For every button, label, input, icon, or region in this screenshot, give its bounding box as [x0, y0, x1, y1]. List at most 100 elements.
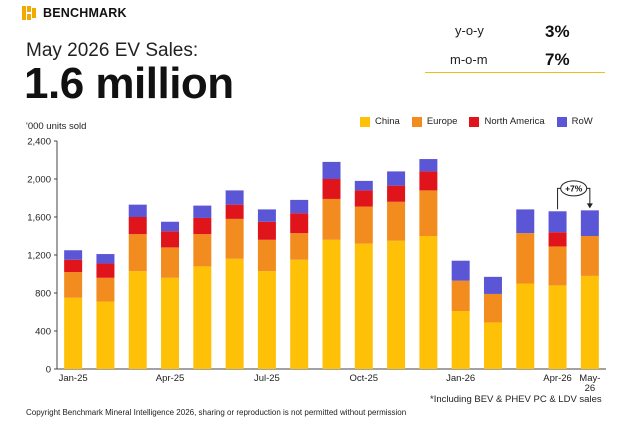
y-tick-label: 2,000: [27, 175, 51, 186]
growth-annotation-bubble: [560, 180, 588, 197]
bar-north-america-apr-25: [161, 231, 180, 248]
bar-row-apr-25: [161, 221, 180, 232]
bar-europe-may-25: [193, 234, 212, 267]
bar-europe-apr-25: [161, 247, 180, 278]
bar-row-sep-25: [322, 161, 341, 179]
x-tick-label: Jul-25: [254, 373, 280, 384]
headline: May 2026 EV Sales:: [26, 40, 199, 61]
bar-row-oct-25: [354, 180, 373, 191]
mom-value: 7%: [545, 50, 570, 69]
y-tick-label: 400: [35, 327, 51, 338]
stats-divider: [425, 72, 605, 73]
bar-north-america-jan-25: [64, 259, 83, 273]
mom-label: m-o-m: [450, 52, 488, 67]
bar-china-oct-25: [354, 243, 373, 369]
growth-annotation-label: +7%: [565, 183, 583, 193]
y-tick-label: 1,200: [27, 251, 51, 262]
bar-europe-sep-25: [322, 198, 341, 240]
legend-item-europe: Europe: [411, 116, 457, 127]
bar-china-aug-25: [290, 259, 309, 369]
brand-name: BENCHMARK: [43, 6, 127, 20]
bar-europe-mar-25: [128, 234, 147, 272]
x-tick-label: Oct-25: [350, 373, 379, 384]
bar-north-america-sep-25: [322, 179, 341, 199]
bar-china-feb-26: [483, 322, 502, 369]
bar-row-dec-25: [419, 159, 438, 172]
bar-china-jun-25: [225, 258, 244, 369]
copyright: Copyright Benchmark Mineral Intelligence…: [26, 408, 407, 417]
bar-china-may-26: [580, 275, 599, 369]
x-tick-label-line2: 26: [585, 383, 596, 394]
legend-item-row: RoW: [556, 116, 593, 127]
bar-europe-dec-25: [419, 190, 438, 236]
bar-china-mar-25: [128, 271, 147, 369]
legend-item-china: China: [360, 116, 400, 127]
legend-label-north-america: North America: [484, 116, 545, 127]
y-tick-label: 1,600: [27, 213, 51, 224]
legend-swatch-china: [360, 116, 370, 127]
bar-europe-jan-26: [451, 280, 470, 312]
bar-europe-feb-26: [483, 293, 502, 323]
bar-europe-jan-25: [64, 272, 83, 298]
brand-logo: BENCHMARK: [22, 6, 127, 20]
x-tick-label: Jan-25: [59, 373, 88, 384]
bar-row-aug-25: [290, 199, 309, 214]
bar-north-america-mar-25: [128, 217, 147, 235]
chart-legend: China Europe North America RoW: [360, 116, 605, 127]
bar-china-feb-25: [96, 301, 115, 369]
bar-china-may-25: [193, 266, 212, 369]
growth-annotation-arrowhead: [586, 203, 593, 209]
bar-row-mar-25: [128, 204, 147, 217]
bar-europe-nov-25: [387, 201, 406, 241]
bar-row-nov-25: [387, 171, 406, 186]
legend-label-row: RoW: [571, 116, 593, 127]
x-tick-label: Jan-26: [446, 373, 475, 384]
bar-europe-oct-25: [354, 206, 373, 244]
bar-north-america-apr-26: [548, 232, 567, 247]
bar-europe-jun-25: [225, 218, 244, 259]
bar-row-feb-25: [96, 254, 115, 264]
bar-europe-apr-26: [548, 246, 567, 286]
legend-label-china: China: [375, 116, 400, 127]
benchmark-b-logo-icon: [22, 6, 36, 20]
legend-swatch-europe: [411, 116, 422, 127]
bar-china-sep-25: [322, 239, 341, 369]
bar-china-apr-26: [548, 285, 567, 369]
bar-europe-mar-26: [516, 233, 535, 284]
bar-north-america-jun-25: [225, 204, 244, 219]
bar-north-america-oct-25: [354, 190, 373, 207]
bar-china-jan-26: [451, 311, 470, 369]
bar-north-america-aug-25: [290, 213, 309, 234]
bar-north-america-may-25: [193, 217, 212, 235]
bar-row-may-26: [580, 210, 599, 236]
bar-row-jul-25: [257, 209, 276, 222]
bar-china-nov-25: [387, 240, 406, 369]
bar-north-america-dec-25: [419, 171, 438, 191]
big-number: 1.6 million: [24, 59, 234, 108]
bar-row-feb-26: [483, 276, 502, 294]
bar-row-apr-26: [548, 211, 567, 233]
bar-china-mar-26: [516, 283, 535, 369]
bar-north-america-feb-25: [96, 263, 115, 278]
legend-item-north-america: North America: [469, 116, 545, 127]
y-tick-label: 800: [35, 289, 51, 300]
bar-row-jun-25: [225, 190, 244, 205]
x-tick-label: Apr-26: [543, 373, 572, 384]
footnote: *Including BEV & PHEV PC & LDV sales: [430, 394, 602, 405]
bar-china-jan-25: [64, 297, 83, 369]
bar-north-america-jul-25: [257, 221, 276, 240]
bar-north-america-nov-25: [387, 185, 406, 202]
bar-row-jan-25: [64, 250, 83, 260]
units-label: '000 units sold: [26, 121, 87, 132]
bar-china-dec-25: [419, 236, 438, 369]
x-tick-label: Apr-25: [156, 373, 185, 384]
bar-europe-jul-25: [257, 239, 276, 272]
bar-row-jan-26: [451, 260, 470, 281]
bar-china-apr-25: [161, 277, 180, 369]
bar-europe-feb-25: [96, 277, 115, 302]
x-tick-label: May-: [579, 373, 600, 384]
bar-china-jul-25: [257, 271, 276, 369]
bar-row-may-25: [193, 205, 212, 218]
bar-europe-aug-25: [290, 233, 309, 260]
